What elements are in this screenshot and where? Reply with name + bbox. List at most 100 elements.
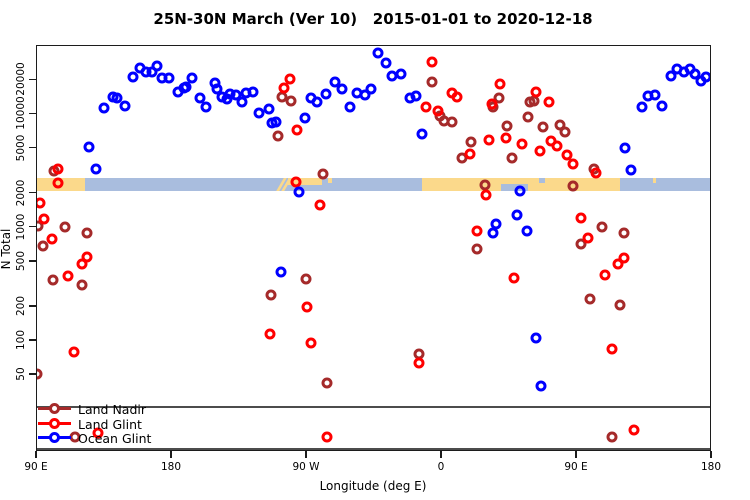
point-ocean-glint xyxy=(270,116,282,128)
point-ocean-glint xyxy=(380,57,391,69)
point-land-nadir xyxy=(272,130,283,142)
y-axis-title: N Total xyxy=(0,228,13,270)
x-axis-tick xyxy=(440,451,442,458)
y-axis-tick-label: 1000 xyxy=(15,213,27,241)
x-axis-tick-label: 90 E xyxy=(24,461,48,473)
point-ocean-glint xyxy=(416,128,428,140)
point-land-glint xyxy=(534,145,546,157)
point-ocean-glint xyxy=(530,332,542,344)
x-axis-tick xyxy=(575,451,577,458)
point-ocean-glint xyxy=(700,71,711,83)
plot-area: Land Nadir Land Glint Ocean Glint xyxy=(36,45,711,451)
point-ocean-glint xyxy=(649,89,661,101)
point-land-glint xyxy=(321,431,333,443)
y-axis-tick-label: 20000 xyxy=(15,62,27,96)
y-axis-tick xyxy=(29,305,36,307)
legend-box-top-line xyxy=(36,406,711,408)
point-land-nadir xyxy=(285,95,297,107)
legend-box-bottom-line xyxy=(36,447,711,450)
point-land-glint xyxy=(451,91,463,103)
legend-label: Ocean Glint xyxy=(78,431,152,446)
point-land-glint xyxy=(76,258,88,270)
point-ocean-glint xyxy=(311,96,322,108)
point-land-glint xyxy=(432,105,444,117)
point-land-nadir xyxy=(426,76,438,88)
point-ocean-glint xyxy=(372,47,384,59)
point-ocean-glint xyxy=(656,100,667,112)
point-ocean-glint xyxy=(299,112,311,124)
point-land-glint xyxy=(305,337,316,349)
point-land-glint xyxy=(290,176,302,188)
point-ocean-glint xyxy=(90,163,102,175)
point-land-nadir xyxy=(506,152,517,164)
point-land-glint xyxy=(567,158,579,170)
y-axis-tick xyxy=(29,339,36,341)
point-ocean-glint xyxy=(336,83,348,95)
map-band-land-segment xyxy=(327,178,332,184)
map-band-ocean-segment xyxy=(538,178,545,184)
point-ocean-glint xyxy=(359,89,370,101)
point-land-nadir xyxy=(584,293,595,305)
point-ocean-glint xyxy=(511,209,523,221)
point-land-glint xyxy=(483,134,495,146)
point-land-nadir xyxy=(493,92,505,104)
y-axis-tick xyxy=(29,225,36,228)
point-ocean-glint xyxy=(151,60,163,72)
x-axis-tick xyxy=(170,451,172,458)
point-ocean-glint xyxy=(535,380,547,392)
point-land-nadir xyxy=(317,168,329,180)
y-axis-tick xyxy=(29,112,36,115)
point-land-nadir xyxy=(618,227,630,239)
point-land-glint xyxy=(590,167,602,179)
point-ocean-glint xyxy=(365,83,377,95)
point-land-nadir xyxy=(76,279,88,291)
x-axis-title: Longitude (deg E) xyxy=(319,479,427,493)
point-land-glint xyxy=(52,177,64,189)
y-axis-tick-label: 2000 xyxy=(15,179,27,206)
y-axis-tick-label: 5000 xyxy=(15,134,27,161)
point-ocean-glint xyxy=(163,72,175,84)
point-land-glint xyxy=(38,213,49,225)
y-axis-tick-label: 10000 xyxy=(15,96,27,131)
x-axis-tick xyxy=(710,451,712,458)
map-band-land-segment xyxy=(288,178,322,186)
point-land-nadir xyxy=(265,289,277,301)
point-land-nadir xyxy=(81,227,93,239)
point-land-glint xyxy=(464,148,475,160)
point-land-nadir xyxy=(614,299,625,311)
point-ocean-glint xyxy=(98,102,109,114)
point-ocean-glint xyxy=(395,68,406,80)
map-band-ocean-segment xyxy=(84,178,423,191)
point-land-glint xyxy=(618,252,630,264)
legend-marker-circle-icon xyxy=(49,417,60,429)
point-ocean-glint xyxy=(619,142,631,154)
point-land-glint xyxy=(494,78,505,90)
point-land-glint xyxy=(284,73,296,85)
point-land-glint xyxy=(543,96,555,108)
point-land-glint xyxy=(599,269,611,281)
point-ocean-glint xyxy=(111,92,123,104)
point-land-glint xyxy=(92,427,103,439)
point-ocean-glint xyxy=(127,71,139,83)
point-land-nadir xyxy=(537,121,549,133)
point-ocean-glint xyxy=(119,100,131,112)
point-ocean-glint xyxy=(320,88,332,100)
point-ocean-glint xyxy=(247,86,259,98)
point-land-nadir xyxy=(465,136,477,148)
point-land-nadir xyxy=(300,273,312,285)
point-ocean-glint xyxy=(83,141,94,153)
x-axis-tick xyxy=(35,451,37,458)
point-land-nadir xyxy=(575,238,587,250)
point-land-glint xyxy=(480,189,492,201)
point-land-glint xyxy=(628,424,640,436)
point-ocean-glint xyxy=(665,70,676,82)
legend-marker-circle-icon xyxy=(49,403,60,414)
legend-label: Land Glint xyxy=(78,416,142,432)
point-ocean-glint xyxy=(410,90,421,102)
x-axis-tick-label: 180 xyxy=(160,461,182,473)
map-band-land-segment xyxy=(653,178,657,184)
point-ocean-glint xyxy=(514,185,526,197)
point-land-nadir xyxy=(446,116,458,128)
point-land-nadir xyxy=(596,221,607,233)
